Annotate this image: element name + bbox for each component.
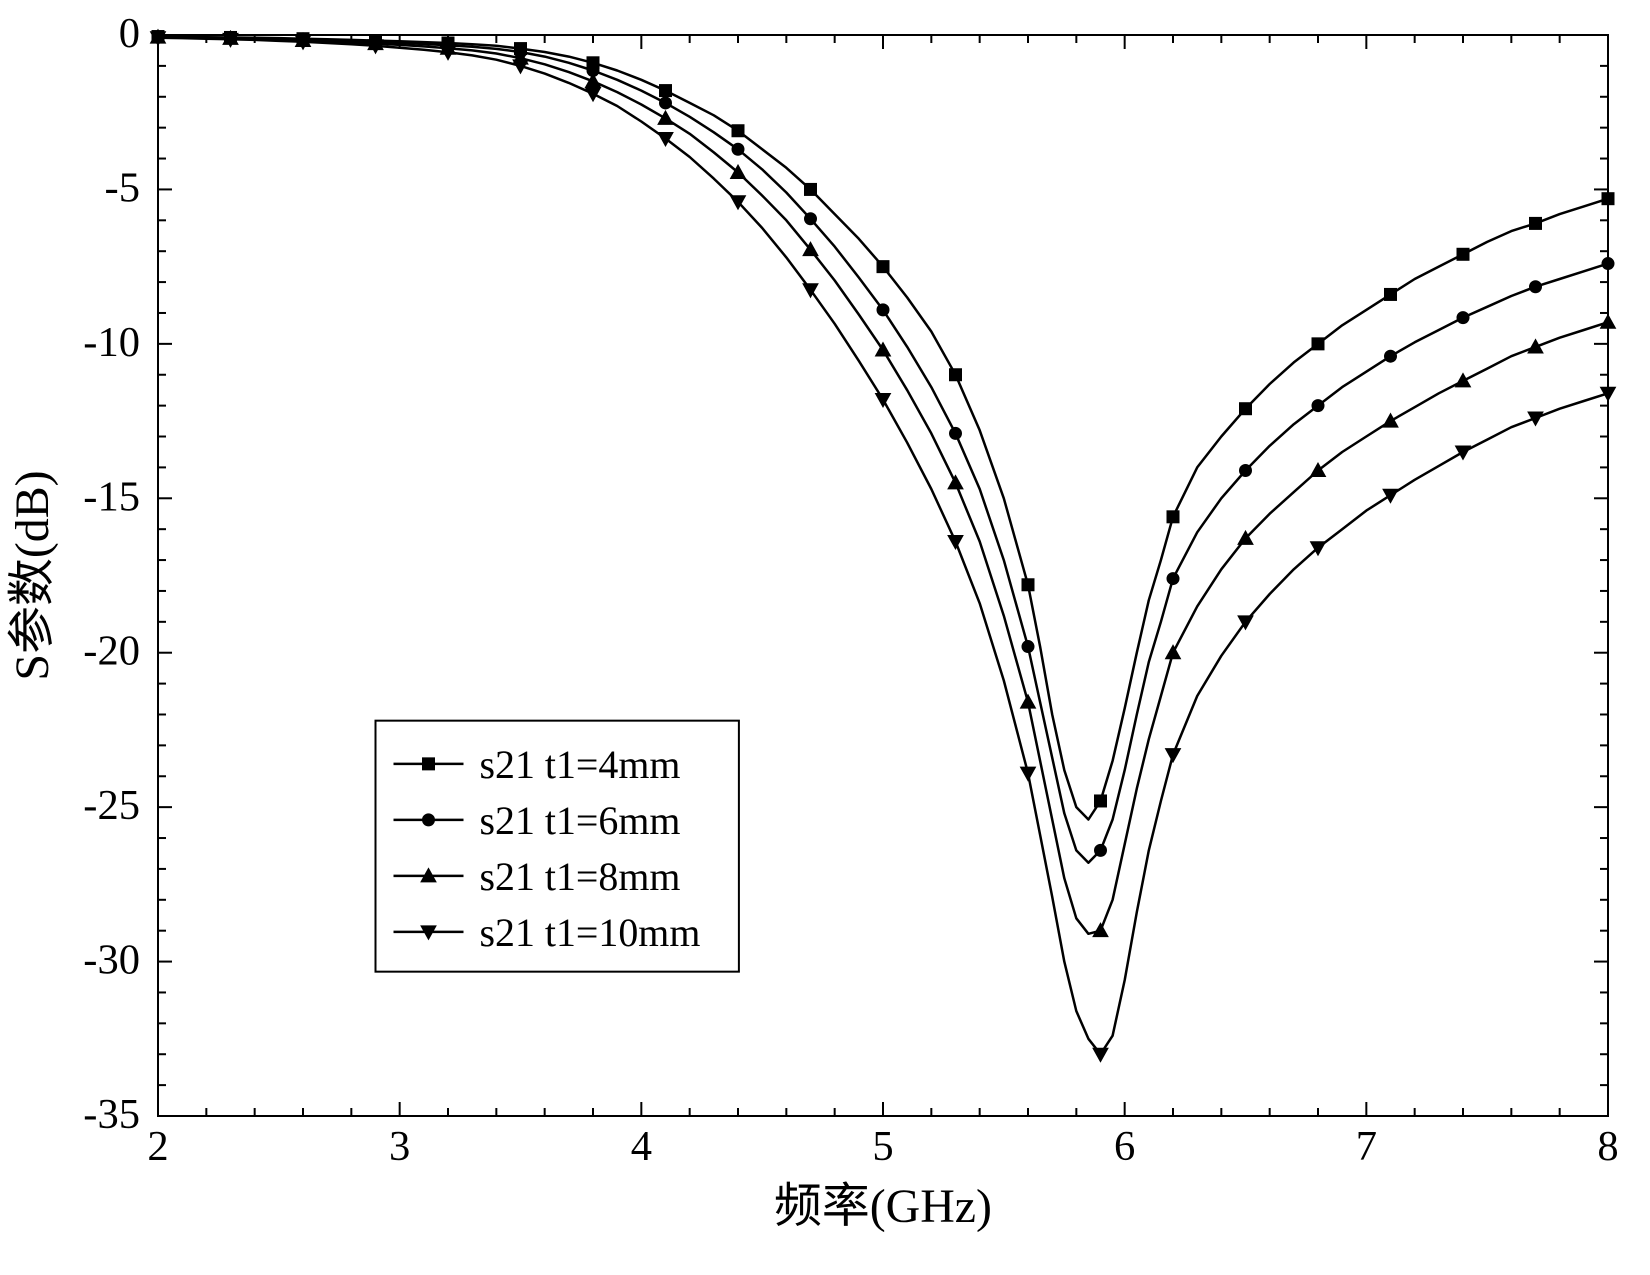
y-axis-label: S参数(dB): [6, 470, 59, 680]
legend-label: s21 t1=6mm: [480, 798, 681, 843]
series-2: [151, 30, 1616, 937]
s-parameter-chart: 2 3 4 5 6 7 8 0 -5 -10 -15 -20 -25 -30 -35 频率(GHz) S参数(d…: [0, 0, 1650, 1275]
y-tick-label: -20: [83, 628, 140, 675]
y-tick-label: -15: [83, 473, 140, 520]
x-tick-label: 3: [389, 1123, 410, 1170]
x-tick-label: 4: [631, 1123, 652, 1170]
series-line: [158, 37, 1608, 820]
y-tick-label: -30: [83, 937, 140, 984]
y-tick-label: -5: [105, 164, 140, 211]
x-tick-label: 2: [147, 1123, 168, 1170]
legend-label: s21 t1=10mm: [480, 910, 701, 955]
y-tick-label: -10: [83, 319, 140, 366]
legend-label: s21 t1=4mm: [480, 742, 681, 787]
x-tick-label: 7: [1356, 1123, 1377, 1170]
legend-label: s21 t1=8mm: [480, 854, 681, 899]
series-3: [151, 32, 1616, 1062]
x-tick-label: 5: [872, 1123, 893, 1170]
x-tick-label: 6: [1114, 1123, 1135, 1170]
series-group: [151, 30, 1616, 1062]
y-tick-label: -25: [83, 782, 140, 829]
x-tick-labels: 2 3 4 5 6 7 8: [147, 1123, 1618, 1170]
x-tick-label: 8: [1597, 1123, 1618, 1170]
y-tick-label: 0: [119, 10, 140, 57]
series-1: [152, 31, 1614, 863]
x-axis-label: 频率(GHz): [774, 1180, 992, 1233]
y-tick-labels: 0 -5 -10 -15 -20 -25 -30 -35: [83, 10, 140, 1138]
y-tick-label: -35: [83, 1091, 140, 1138]
